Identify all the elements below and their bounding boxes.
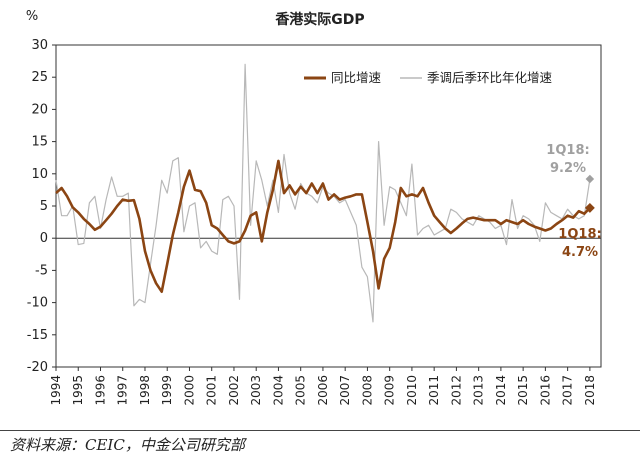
annotation-yoy-line2: 4.7% (562, 245, 598, 260)
y-tick-label: 25 (31, 70, 48, 85)
y-axis: 30 25 20 15 10 5 0 -5 -10 -15 -20 (27, 38, 56, 375)
x-tick-label: 1996 (93, 375, 107, 406)
x-tick-label: 2014 (494, 375, 508, 406)
x-tick-label: 2015 (516, 375, 530, 406)
x-tick-label: 2004 (271, 375, 285, 406)
series-line-qoq (55, 63, 591, 323)
x-tick-label: 2008 (360, 375, 374, 406)
legend-label-yoy: 同比增速 (331, 70, 382, 85)
annotation-qoq-line2: 9.2% (550, 161, 586, 176)
x-tick-label: 2007 (338, 375, 352, 406)
x-tick-label: 2003 (249, 375, 263, 406)
x-tick-label: 2018 (583, 375, 597, 406)
legend: 同比增速 季调后季环比年化增速 (304, 70, 553, 85)
legend-label-qoq: 季调后季环比年化增速 (427, 70, 553, 85)
source-divider (0, 430, 640, 431)
y-tick-label: 0 (40, 231, 48, 246)
y-tick-label: -10 (27, 296, 48, 311)
annotation-qoq-line1: 1Q18: (546, 143, 589, 158)
x-tick-label: 2000 (182, 375, 196, 406)
y-tick-label: -5 (35, 263, 48, 278)
x-tick-label: 2017 (561, 375, 575, 406)
x-axis: 1994 1995 1996 1997 1998 1999 2000 2001 2002 2003… (49, 367, 597, 406)
marker-qoq-last (585, 174, 595, 184)
x-tick-label: 1999 (160, 375, 174, 406)
x-tick-label: 2010 (405, 375, 419, 406)
y-tick-label: 20 (31, 102, 48, 117)
y-tick-label: -20 (27, 360, 48, 375)
y-tick-label: -15 (27, 328, 48, 343)
x-tick-label: 2013 (472, 375, 486, 406)
x-tick-label: 2012 (449, 375, 463, 406)
plot-frame (55, 44, 602, 368)
x-tick-label: 2016 (538, 375, 552, 406)
x-tick-label: 2006 (316, 375, 330, 406)
x-tick-label: 1995 (71, 375, 85, 406)
y-tick-label: 30 (31, 38, 48, 53)
annotation-qoq: 1Q18: 9.2% (546, 143, 589, 176)
x-tick-label: 2002 (227, 375, 241, 406)
series-layer (55, 63, 595, 323)
source-note: 资料来源：CEIC，中金公司研究部 (10, 436, 245, 454)
chart-title: 香港实际GDP (274, 11, 364, 28)
annotation-yoy: 1Q18: 4.7% (558, 227, 601, 260)
y-unit-label: % (26, 9, 38, 24)
annotation-yoy-line1: 1Q18: (558, 227, 601, 242)
y-tick-label: 10 (31, 167, 48, 182)
x-tick-label: 2005 (294, 375, 308, 406)
x-tick-label: 1997 (116, 375, 130, 406)
series-line-yoy (55, 159, 591, 294)
marker-yoy-last (584, 202, 595, 213)
x-tick-label: 1998 (138, 375, 152, 406)
y-tick-label: 15 (31, 135, 48, 150)
y-tick-label: 5 (40, 199, 48, 214)
x-tick-label: 2001 (205, 375, 219, 406)
x-tick-label: 2011 (427, 375, 441, 406)
x-tick-label: 2009 (383, 375, 397, 406)
x-tick-label: 1994 (49, 375, 63, 406)
